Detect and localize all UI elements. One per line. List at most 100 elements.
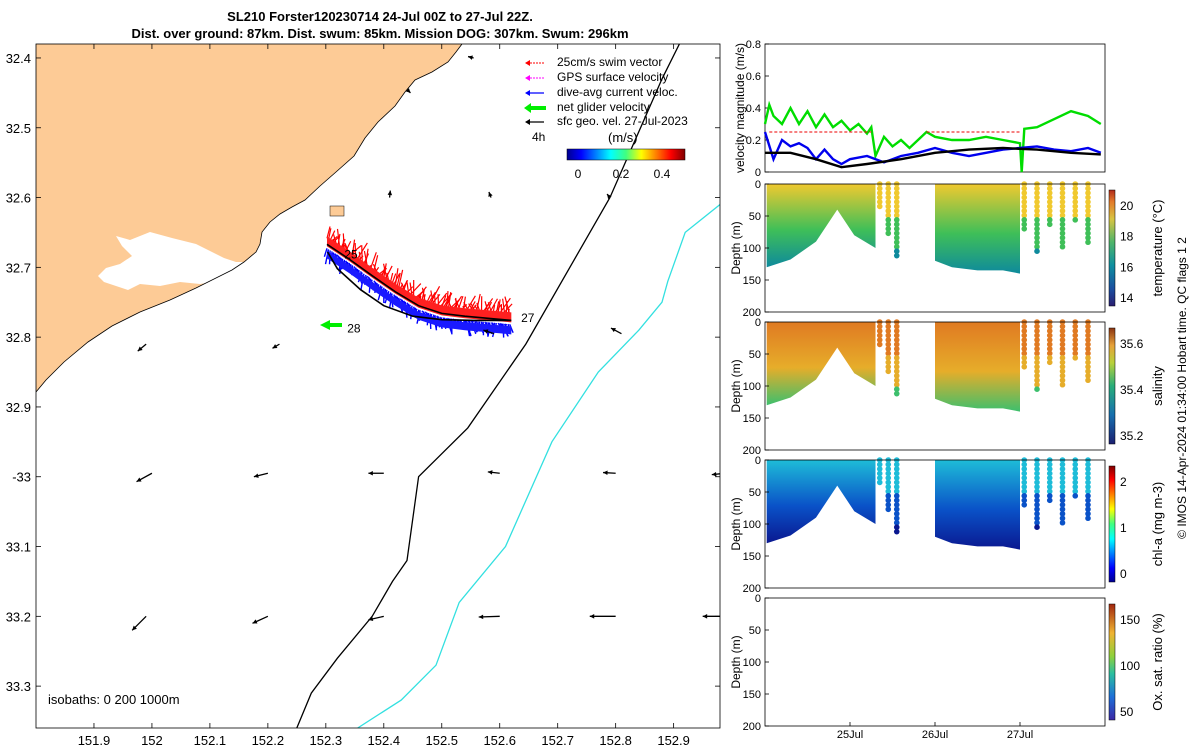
map-x-tick-label: 152.6 — [483, 733, 516, 748]
profile-dot — [893, 377, 900, 384]
map-y-tick-label: 33.1 — [6, 540, 31, 555]
profile-dot — [1034, 323, 1040, 330]
profile-dot — [1059, 350, 1066, 357]
profile-dot — [876, 475, 883, 481]
profile-dot — [1021, 226, 1028, 232]
profile-dot — [1085, 461, 1091, 468]
profile-dot — [1021, 493, 1028, 499]
profile-dot — [1021, 470, 1028, 477]
profile-dot — [1034, 248, 1040, 254]
profile-dot — [1085, 488, 1091, 495]
swim-vector — [336, 228, 341, 247]
profile-dot — [1034, 332, 1040, 339]
profile-dot — [1021, 461, 1028, 468]
section-colorbar-tick: 35.6 — [1120, 337, 1144, 351]
profile-dot — [893, 203, 900, 210]
profile-dot — [1046, 323, 1053, 330]
profile-dot — [1085, 221, 1091, 228]
profile-dot — [1046, 208, 1053, 214]
profile-dot — [1046, 185, 1053, 192]
swim-vector — [326, 226, 331, 239]
profile-dot — [1085, 332, 1091, 339]
profile-dot — [1085, 341, 1091, 348]
profile-dot — [893, 248, 900, 254]
profile-dot — [1034, 226, 1040, 232]
profile-dot — [1034, 475, 1040, 481]
section-colorbar-tick: 35.4 — [1120, 383, 1144, 397]
velocity-lines — [763, 100, 1102, 173]
section-y-tick-label: 0 — [755, 317, 761, 329]
swim-vector — [391, 273, 397, 284]
section-y-tick-label: 150 — [743, 413, 761, 425]
profile-dot — [1059, 519, 1066, 526]
profile-dot — [885, 194, 892, 201]
velocity-y-ticks: 0 0.2 0.4 0.6 0.8 — [746, 39, 769, 179]
profile-dot — [1085, 239, 1091, 246]
map-x-tick-label: 152 — [141, 733, 163, 748]
section-y-tick-label: 100 — [743, 519, 761, 531]
profile-dot — [1059, 466, 1066, 472]
profile-dot — [1085, 212, 1091, 219]
profile-dot — [1034, 497, 1040, 504]
profile-dot — [893, 386, 900, 393]
section-data-block — [766, 184, 876, 268]
profile-dot — [1034, 208, 1040, 214]
profile-dot — [1072, 479, 1079, 486]
profile-dot — [885, 484, 892, 490]
profile-dot — [1059, 203, 1066, 210]
profile-dot — [893, 208, 900, 214]
profile-dot — [1034, 372, 1040, 379]
sfc-vector-17 — [368, 615, 384, 622]
profile-dot — [1046, 341, 1053, 348]
legend-dac: dive-avg current veloc. — [557, 85, 678, 99]
profile-dot — [893, 234, 900, 241]
profile-dot — [893, 185, 900, 192]
profile-dot — [1059, 346, 1066, 352]
lake-myall — [98, 232, 250, 290]
profile-dot — [1072, 217, 1079, 223]
swim-vector — [342, 233, 345, 250]
swim-vector — [475, 293, 481, 312]
profile-dot — [1085, 377, 1091, 384]
profile-dot — [893, 243, 900, 250]
profile-dot — [1085, 466, 1091, 472]
section-y-tick-label: 50 — [749, 487, 761, 499]
profile-dot — [1059, 323, 1066, 330]
profile-dot — [1072, 466, 1079, 472]
speed-colorbar-tick-0: 0 — [575, 167, 582, 181]
profile-dot — [893, 519, 900, 526]
map-y-ticks: 32.4 32.5 32.6 32.7 32.8 32.9 -33 33.1 33.2 33.3 — [6, 51, 720, 694]
sfc-vector-9 — [136, 472, 153, 483]
profile-dot — [885, 368, 892, 375]
map-x-ticks: 151.9 152 152.1 152.2 152.3 152.4 152.5 152.6 15… — [78, 44, 690, 748]
profile-dot — [1034, 368, 1040, 375]
section-data-block — [935, 322, 1020, 412]
island — [329, 205, 345, 217]
swim-vector — [361, 245, 363, 263]
profile-dot — [1034, 488, 1040, 495]
swim-vector — [439, 293, 452, 308]
profile-dot — [1072, 190, 1079, 196]
swim-vector — [482, 298, 494, 313]
profile-dot — [893, 323, 900, 330]
profile-dot — [1046, 470, 1053, 477]
chart-title: SL210 Forster120230714 24-Jul 00Z to 27-… — [0, 8, 760, 42]
profile-dot — [1034, 510, 1040, 517]
profile-dot — [1034, 341, 1040, 348]
section-colorbar-tick: 150 — [1120, 613, 1140, 627]
section-y-tick-label: 150 — [743, 689, 761, 701]
profile-dot — [1046, 466, 1053, 472]
profile-dot — [1085, 323, 1091, 330]
profile-dot — [893, 252, 900, 259]
swim-vector — [429, 286, 441, 304]
profile-dot — [1059, 488, 1066, 495]
velocity-y-tick-label: 0.2 — [746, 135, 761, 147]
section-salinity: 0 50 100 150 200 Depth (m) 35.6 35.4 35.2 salinit… — [729, 317, 1165, 457]
profile-dot — [893, 381, 900, 388]
profile-dot — [1021, 355, 1028, 361]
profile-dot — [1034, 506, 1040, 513]
profile-dot — [1059, 212, 1066, 219]
profile-dot — [1072, 488, 1079, 495]
profile-dot — [1034, 493, 1040, 499]
profile-dot — [1034, 328, 1040, 334]
